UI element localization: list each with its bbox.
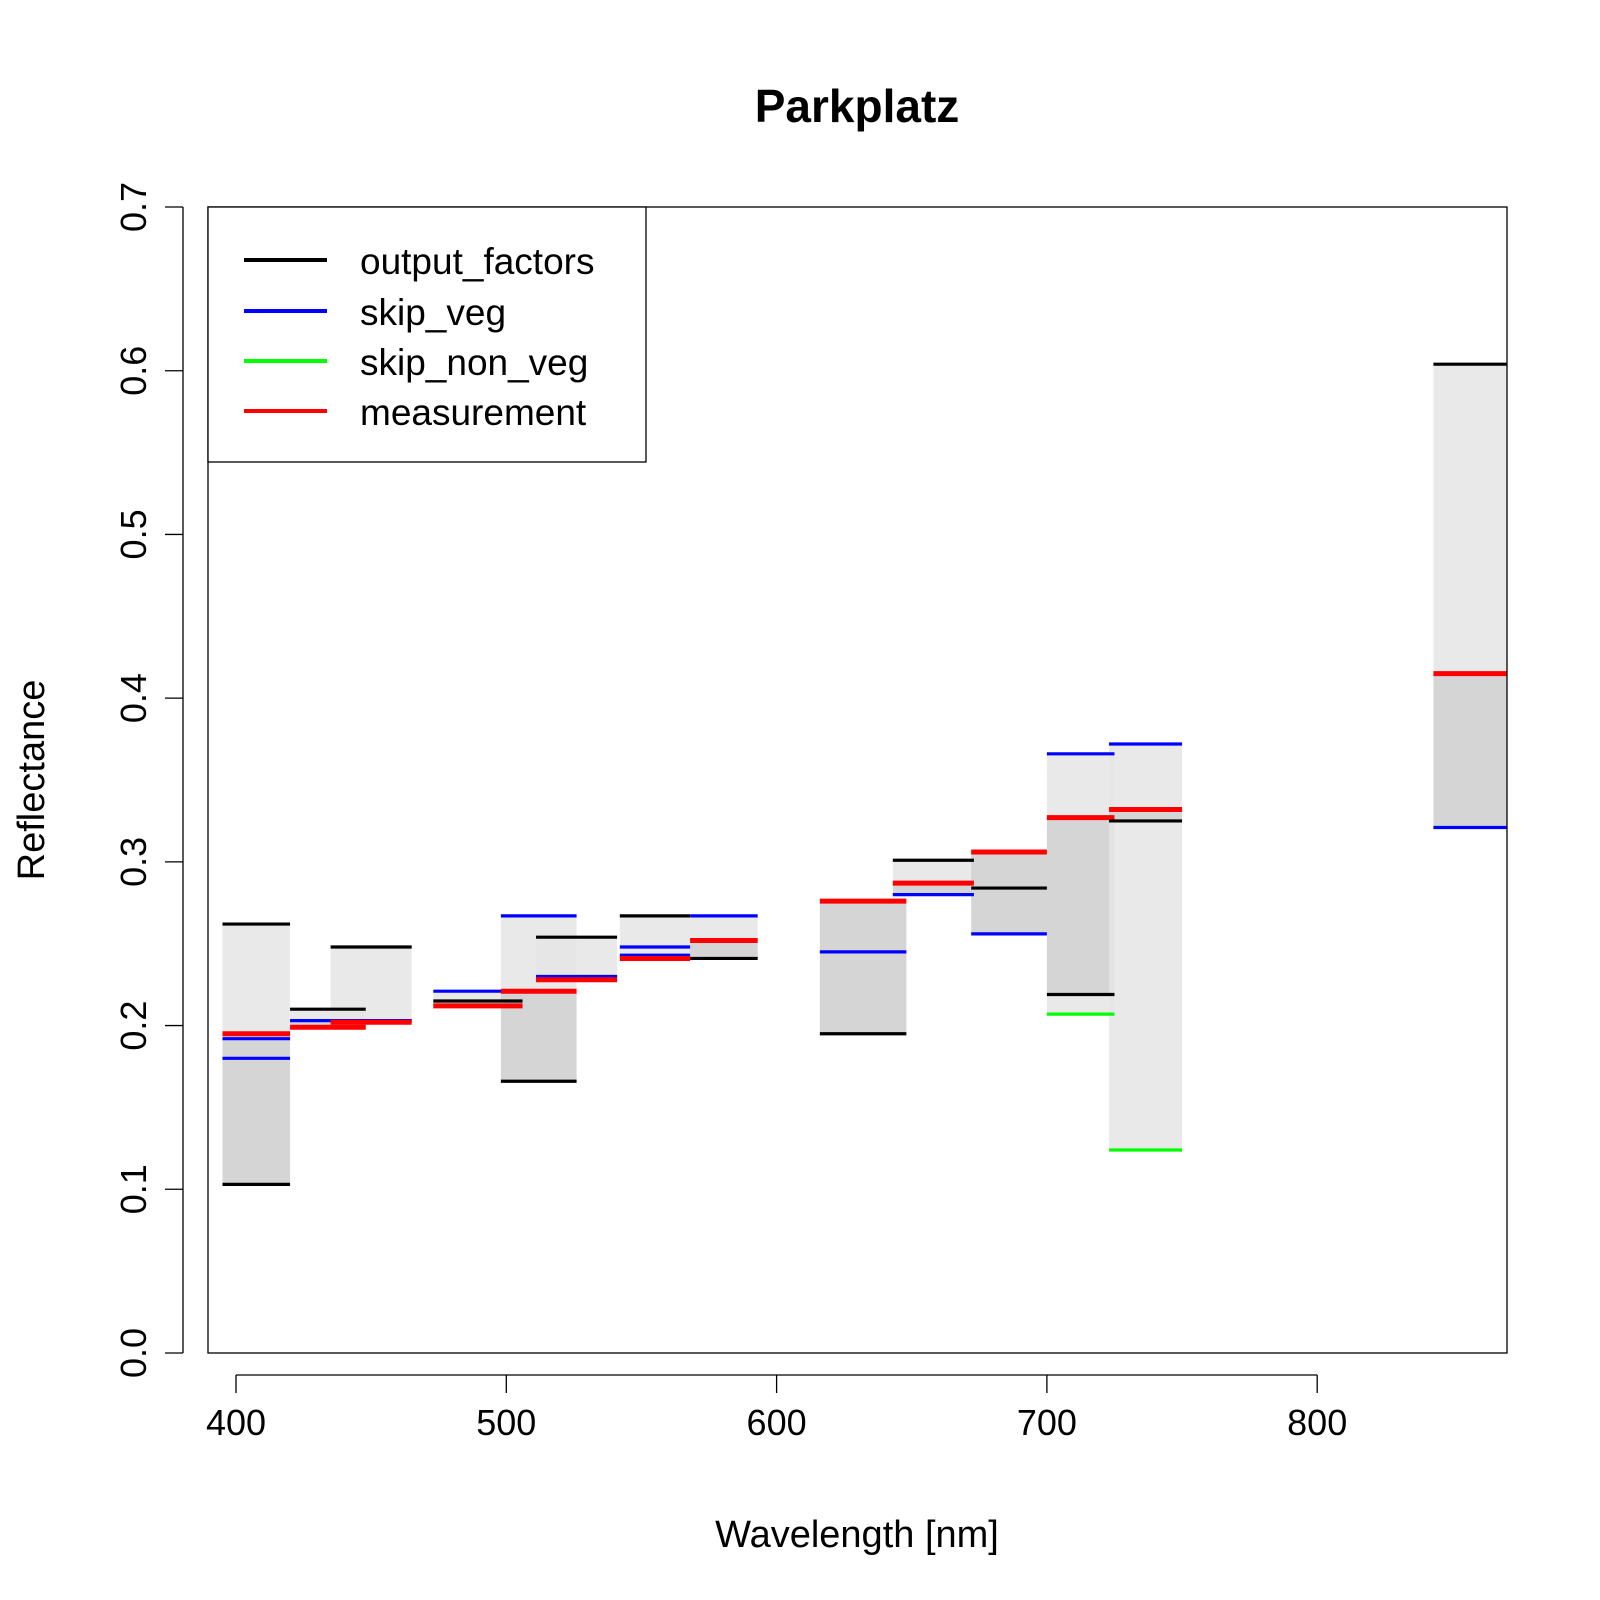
band-range-11 xyxy=(1046,753,1115,1015)
band-range-5 xyxy=(536,937,618,980)
x-axis-label: Wavelength [nm] xyxy=(715,1514,999,1556)
x-tick-label: 500 xyxy=(476,1402,536,1443)
band-core-13 xyxy=(1433,673,1507,828)
x-tick-label: 400 xyxy=(206,1402,266,1443)
band-range-2 xyxy=(330,946,412,1023)
legend-label-skip-non-veg: skip_non_veg xyxy=(360,342,588,383)
band-core-10 xyxy=(971,852,1047,934)
chart-title: Parkplatz xyxy=(755,80,960,132)
y-tick-label: 0.5 xyxy=(113,509,154,559)
band-core-0 xyxy=(222,1033,291,1185)
band-core-1 xyxy=(290,1020,366,1028)
x-tick-label: 800 xyxy=(1287,1402,1347,1443)
band-core-9 xyxy=(892,883,974,895)
bands-layer xyxy=(222,364,1507,1185)
band-range-13 xyxy=(1433,364,1507,828)
y-tick-label: 0.0 xyxy=(113,1328,154,1378)
band-core-7 xyxy=(690,940,758,959)
level-lines-layer xyxy=(222,362,1507,1186)
y-tick-label: 0.7 xyxy=(113,182,154,232)
x-tick-label: 600 xyxy=(747,1402,807,1443)
y-tick-label: 0.3 xyxy=(113,837,154,887)
band-range-0 xyxy=(222,924,291,1185)
legend-label-skip-veg: skip_veg xyxy=(360,292,506,333)
x-tick-label: 700 xyxy=(1017,1402,1077,1443)
band-range-6 xyxy=(619,915,691,959)
band-range-9 xyxy=(892,860,974,895)
band-range-7 xyxy=(690,915,758,959)
legend-label-output-factors: output_factors xyxy=(360,241,594,282)
y-tick-label: 0.6 xyxy=(113,346,154,396)
x-axis: 400 500 600 700 800 xyxy=(206,1374,1347,1443)
band-range-8 xyxy=(819,901,907,1034)
plot-frame xyxy=(207,206,1508,1354)
band-range-10 xyxy=(971,852,1047,934)
y-tick-label: 0.2 xyxy=(113,1001,154,1051)
band-core-11 xyxy=(1046,817,1115,995)
legend-label-measurement: measurement xyxy=(360,392,587,433)
y-axis-label: Reflectance xyxy=(11,680,53,881)
legend-box xyxy=(207,206,647,463)
band-core-8 xyxy=(819,901,907,1034)
y-tick-label: 0.4 xyxy=(113,673,154,723)
y-axis: 0.0 0.1 0.2 0.3 0.4 0.5 0.6 0.7 xyxy=(113,182,184,1378)
legend: output_factors skip_veg skip_non_veg mea… xyxy=(207,206,647,463)
band-range-12 xyxy=(1109,743,1183,1150)
y-tick-label: 0.1 xyxy=(113,1164,154,1214)
band-core-12 xyxy=(1109,809,1183,821)
